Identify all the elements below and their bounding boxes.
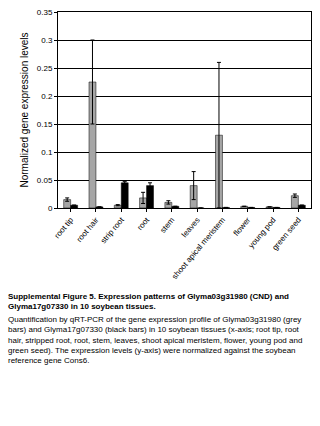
- svg-text:0.3: 0.3: [41, 36, 53, 45]
- svg-text:shoot apical meristem: shoot apical meristem: [170, 215, 227, 281]
- html-text:Quantification by qRT-PCR of t: Quantification by qRT-PCR of the gene ex…: [8, 314, 303, 366]
- svg-text:0.15: 0.15: [37, 120, 53, 129]
- svg-text:strip root: strip root: [99, 215, 126, 245]
- html-text:Supplemental Figure 5. Express: Supplemental Figure 5. Expression patter…: [8, 292, 289, 312]
- svg-text:Normalized gene expression lev: Normalized gene expression levels: [19, 32, 30, 187]
- svg-text:0.25: 0.25: [37, 64, 53, 73]
- svg-text:root hair: root hair: [75, 215, 101, 244]
- svg-text:0.35: 0.35: [37, 8, 53, 17]
- svg-text:root: root: [135, 215, 151, 232]
- svg-text:0: 0: [48, 204, 53, 213]
- svg-text:leaves: leaves: [180, 216, 202, 239]
- svg-text:stem: stem: [158, 215, 176, 234]
- svg-text:green seed: green seed: [270, 216, 303, 252]
- svg-text:young pod: young pod: [247, 216, 278, 250]
- svg-text:flower: flower: [232, 215, 253, 237]
- svg-text:root tip: root tip: [53, 215, 76, 240]
- svg-text:0.05: 0.05: [37, 176, 53, 185]
- svg-text:0.2: 0.2: [41, 92, 53, 101]
- svg-text:0.1: 0.1: [41, 148, 53, 157]
